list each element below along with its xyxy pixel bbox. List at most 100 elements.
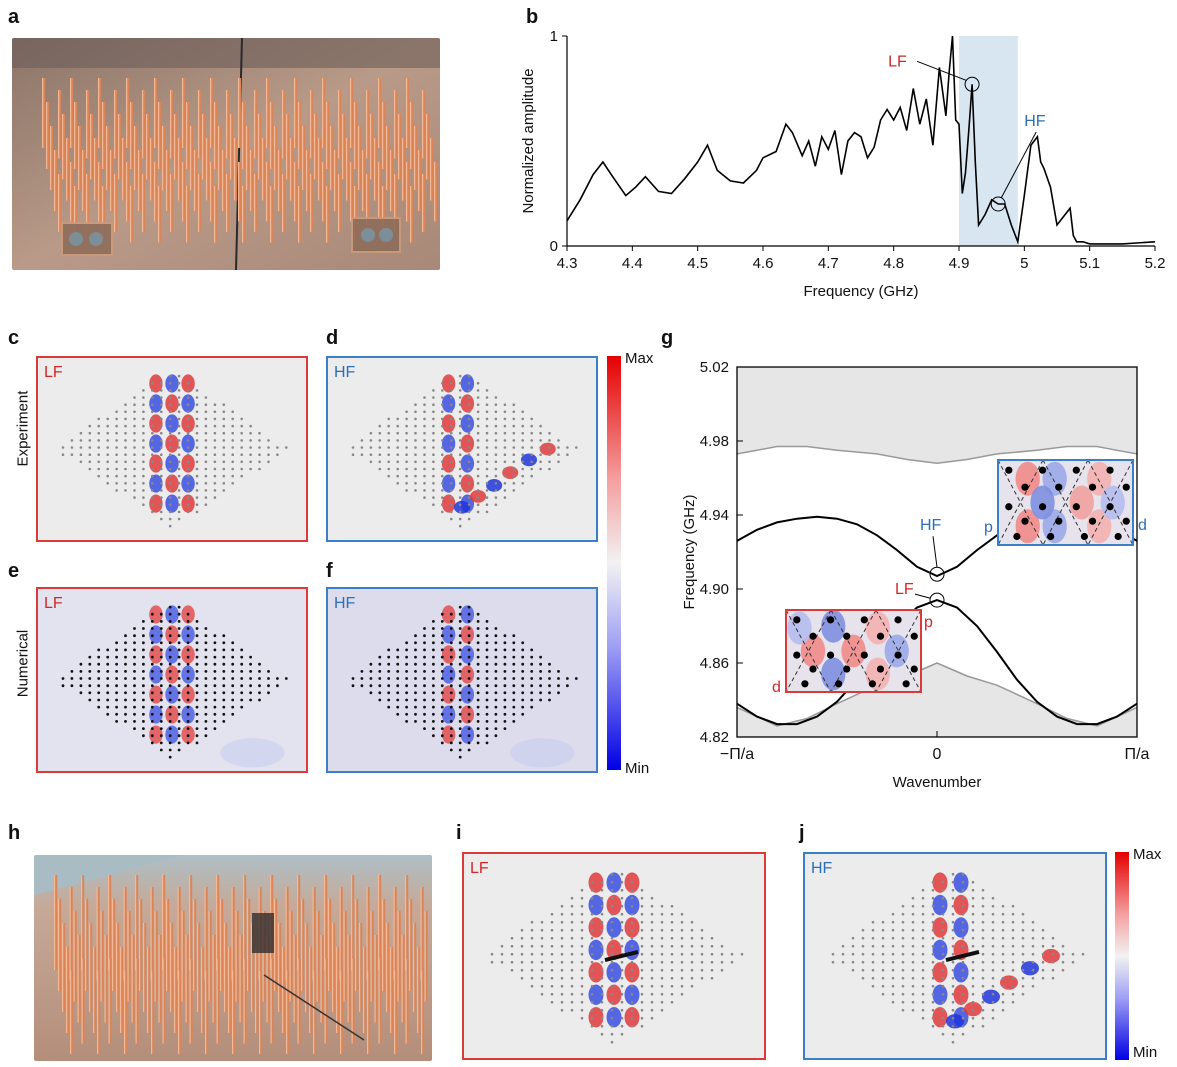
rod-dot [432, 474, 435, 478]
rod-dot [106, 482, 109, 485]
rod-dot [485, 503, 489, 506]
rod-dot [432, 446, 435, 449]
rod-dot [951, 1000, 955, 1004]
rod-lattice [831, 872, 1085, 1044]
rod-highlight [112, 899, 114, 991]
rod-dot [115, 417, 118, 421]
panel-letter-i: i [456, 822, 462, 844]
hf-annotation: HF [920, 517, 942, 534]
rod-dot [660, 936, 664, 940]
rod-highlight [234, 138, 236, 201]
rod-dot [240, 474, 243, 478]
rod-dot [981, 920, 985, 924]
rod-dot [142, 634, 145, 638]
rod-highlight [116, 923, 118, 1012]
rod-dot [432, 684, 435, 688]
rod-dot [871, 936, 875, 940]
rod-highlight [289, 911, 291, 1002]
rod-dot [1081, 952, 1085, 956]
rod-highlight [100, 911, 102, 1002]
rod-dot [1001, 936, 1005, 940]
rod-dot [458, 727, 462, 730]
copper-rod [118, 114, 122, 180]
rod-dot [560, 904, 564, 908]
rod-dot [540, 952, 544, 956]
rod-dot [440, 720, 444, 723]
rod-dot [590, 928, 594, 932]
rod-dot [150, 698, 154, 702]
rod-dot [680, 912, 684, 916]
rod-dot [530, 976, 534, 980]
field-lobe-negative [181, 665, 195, 684]
copper-rod [338, 90, 342, 159]
rod-dot [423, 677, 426, 680]
rod-dot [1021, 968, 1025, 972]
rod-dot [142, 489, 145, 492]
rod-highlight [290, 138, 292, 201]
rod-dot [520, 976, 524, 980]
rod-dot [458, 748, 462, 752]
rod-dot [133, 410, 136, 414]
rod-dot [991, 944, 995, 948]
rod-dot [590, 1000, 594, 1004]
rod-dot [249, 684, 253, 688]
rod-dot [204, 482, 208, 485]
copper-rod [127, 911, 131, 1002]
copper-rod [214, 186, 218, 243]
field-lobe-edge [982, 989, 1000, 1004]
copper-rod [228, 947, 232, 1033]
rod-dot [610, 960, 614, 964]
copper-rod [298, 102, 302, 169]
copper-rod [313, 971, 317, 1054]
rod-dot [458, 734, 462, 738]
rod-dot [512, 482, 516, 485]
rod-dot [458, 439, 462, 442]
rod-highlight [147, 947, 149, 1033]
rod-dot [249, 698, 253, 702]
rod-dot [467, 605, 471, 609]
rod-dot [971, 888, 975, 892]
copper-rod [243, 959, 247, 1044]
rod-dot [387, 698, 391, 702]
rod-dot [222, 424, 226, 428]
rod-dot [240, 417, 243, 421]
rod-dot [159, 691, 163, 695]
copper-rod [186, 186, 190, 243]
rod-dot [414, 410, 417, 414]
copper-rod [316, 911, 320, 1002]
rod-dot [580, 896, 584, 900]
copper-rod [77, 935, 81, 1023]
rod-dot [405, 439, 408, 442]
rod-dot [931, 896, 935, 900]
rod-dot [521, 446, 524, 449]
rod-dot [177, 720, 181, 723]
rod-dot [570, 912, 574, 916]
rod-dot [195, 474, 199, 478]
rod-dot [494, 712, 498, 716]
rod-dot [921, 976, 925, 980]
lattice-line [998, 460, 1044, 545]
rod-dot [961, 976, 965, 980]
rod-dot [961, 936, 965, 940]
rod-dot [467, 381, 471, 385]
rod-dot [458, 670, 462, 673]
rod-dot [560, 912, 564, 916]
rod-dot [213, 684, 217, 688]
rod-dot [941, 928, 945, 932]
rod-dot [971, 944, 975, 948]
rod-dot [467, 712, 471, 716]
rod-dot [931, 960, 935, 964]
colorbar-min-label: Min [625, 760, 650, 777]
rod-dot [1001, 904, 1005, 908]
copper-rod [224, 923, 228, 1012]
lattice-line [830, 610, 877, 692]
field-lobe-negative [441, 625, 456, 644]
rod-dot [921, 912, 925, 916]
rod-highlight [322, 162, 324, 222]
rod-dot [414, 446, 417, 449]
rod-dot [871, 968, 875, 972]
rod-highlight [208, 911, 210, 1002]
rod-dot [124, 431, 127, 435]
rod-dot [530, 960, 534, 964]
rod-dot [548, 453, 551, 456]
